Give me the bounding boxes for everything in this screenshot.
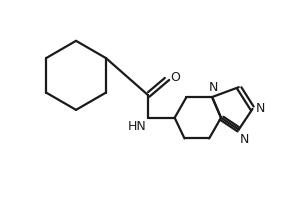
Text: N: N	[208, 81, 218, 94]
Text: N: N	[256, 102, 265, 115]
Text: N: N	[240, 133, 249, 146]
Text: HN: HN	[127, 120, 146, 133]
Text: O: O	[171, 71, 181, 84]
